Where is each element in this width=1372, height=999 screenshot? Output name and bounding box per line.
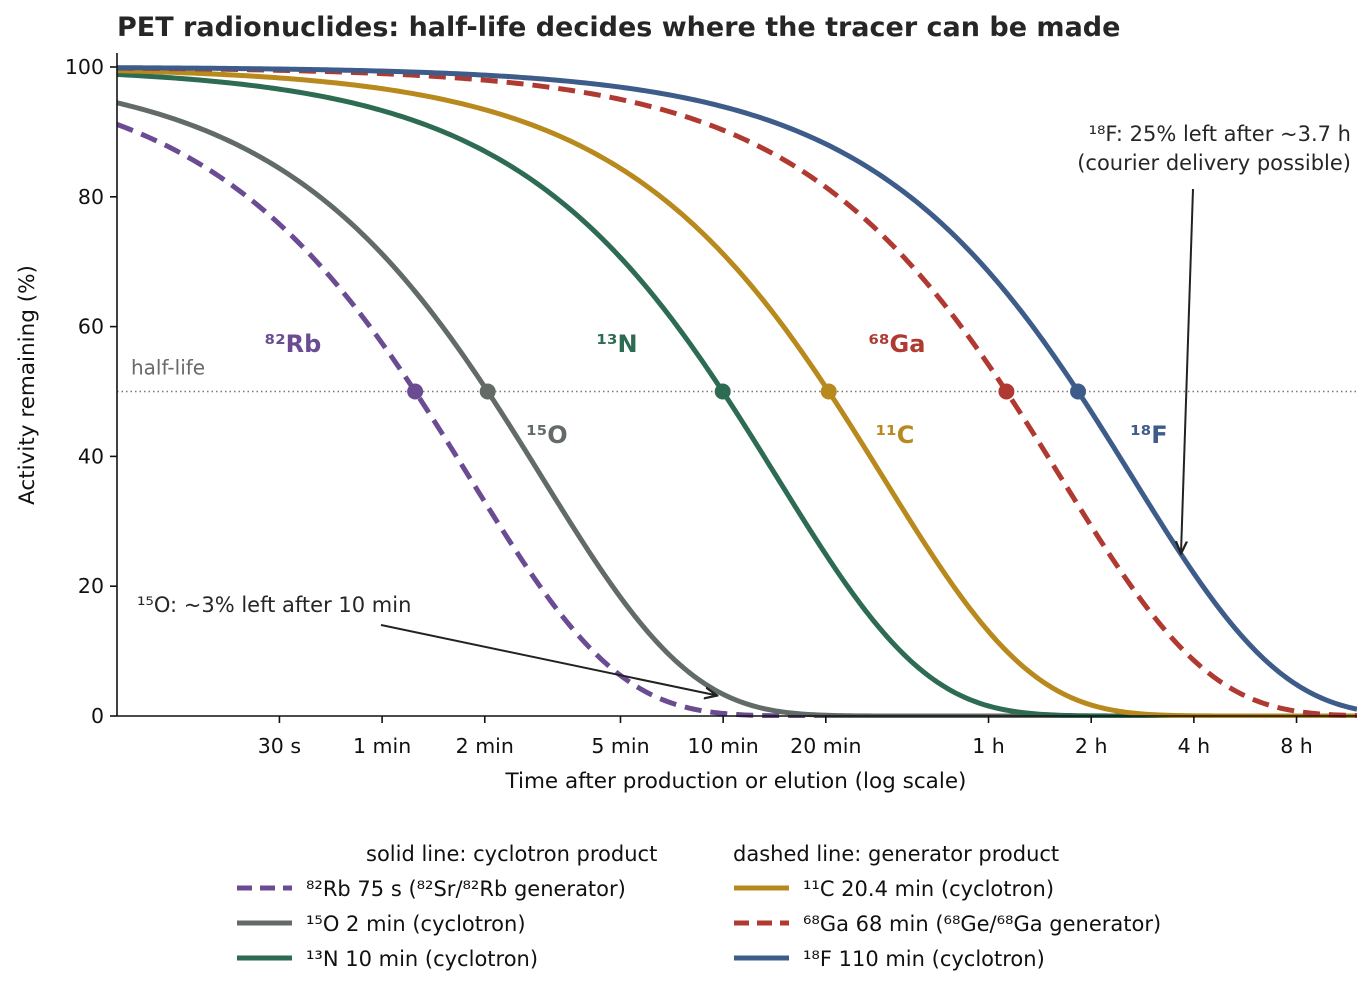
y-tick-label-0: 0: [91, 704, 104, 728]
legend-header-generator: dashed line: generator product: [733, 842, 1059, 866]
y-tick-label-1: 20: [78, 574, 104, 598]
half-life-marker-5: [1070, 383, 1087, 400]
annotation-f18-line-0: ¹⁸F: 25% left after ~3.7 h: [1089, 122, 1351, 146]
x-tick-label-9: 8 h: [1280, 734, 1313, 758]
x-tick-label-2: 2 min: [456, 734, 514, 758]
decay-curve-4: [117, 65, 1357, 718]
x-tick-label-5: 20 min: [790, 734, 861, 758]
y-tick-label-5: 100: [65, 55, 104, 79]
chart-title: PET radionuclides: half-life decides whe…: [117, 12, 1120, 43]
half-life-marker-4: [998, 383, 1015, 400]
x-tick-label-0: 30 s: [258, 734, 301, 758]
half-life-marker-0: [407, 383, 424, 400]
decay-curve-0: [117, 122, 1357, 718]
x-tick-label-7: 2 h: [1075, 734, 1108, 758]
half-life-label: half-life: [131, 356, 205, 380]
legend: solid line: cyclotron product dashed lin…: [237, 842, 1161, 971]
legend-entry-0: ⁸²Rb 75 s (⁸²Sr/⁸²Rb generator): [306, 877, 626, 901]
legend-entry-2: ¹³N 10 min (cyclotron): [306, 947, 538, 971]
y-axis-label: Activity remaining (%): [15, 265, 40, 505]
decay-curve-5: [117, 65, 1357, 712]
half-life-marker-2: [714, 383, 731, 400]
annotation-f18-line-1: (courier delivery possible): [1077, 151, 1351, 175]
x-tick-label-1: 1 min: [353, 734, 411, 758]
x-tick-label-8: 4 h: [1178, 734, 1211, 758]
x-tick-label-3: 5 min: [591, 734, 649, 758]
annotation-o15-line-0: ¹⁵O: ~3% left after 10 min: [137, 593, 411, 617]
decay-curve-3: [117, 68, 1357, 718]
curve-label-3: ¹¹C: [876, 421, 915, 449]
y-tick-label-2: 40: [78, 444, 104, 468]
y-tick-label-3: 60: [78, 315, 104, 339]
y-tick-label-4: 80: [78, 185, 104, 209]
legend-entry-5: ¹⁸F 110 min (cyclotron): [803, 947, 1045, 971]
legend-entry-3: ¹¹C 20.4 min (cyclotron): [803, 877, 1054, 901]
plot-area: half-life ⁸²Rb ¹⁵O ¹³N ¹¹C ⁶⁸Ga ¹⁸F 0 20 40 60 80 10…: [65, 53, 1357, 758]
legend-entry-1: ¹⁵O 2 min (cyclotron): [306, 912, 526, 936]
x-axis-label: Time after production or elution (log sc…: [505, 769, 967, 794]
annotation-f18-arrow: [1181, 188, 1194, 554]
legend-entry-4: ⁶⁸Ga 68 min (⁶⁸Ge/⁶⁸Ga generator): [803, 912, 1161, 936]
half-life-marker-1: [479, 383, 496, 400]
curve-label-4: ⁶⁸Ga: [869, 330, 926, 358]
curve-label-2: ¹³N: [596, 330, 637, 358]
half-life-marker-3: [820, 383, 837, 400]
legend-header-cyclotron: solid line: cyclotron product: [366, 842, 657, 866]
curve-label-5: ¹⁸F: [1130, 421, 1167, 449]
curve-label-1: ¹⁵O: [526, 421, 567, 449]
curve-label-0: ⁸²Rb: [265, 330, 322, 358]
x-tick-label-6: 1 h: [972, 734, 1005, 758]
annotation-o15-arrow: [380, 624, 717, 696]
x-tick-label-4: 10 min: [688, 734, 759, 758]
